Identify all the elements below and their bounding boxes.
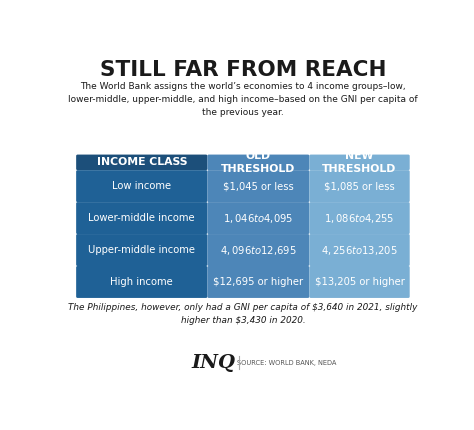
Text: Lower-middle income: Lower-middle income (89, 213, 195, 223)
FancyBboxPatch shape (310, 234, 410, 266)
FancyBboxPatch shape (310, 170, 410, 202)
FancyBboxPatch shape (207, 234, 310, 266)
Text: Low income: Low income (112, 181, 171, 191)
Text: High income: High income (110, 277, 173, 287)
Text: NEW
THRESHOLD: NEW THRESHOLD (322, 151, 397, 174)
Text: INCOME CLASS: INCOME CLASS (97, 157, 187, 167)
Text: Upper-middle income: Upper-middle income (88, 245, 195, 255)
FancyBboxPatch shape (76, 266, 207, 298)
Text: $1,045 or less: $1,045 or less (223, 181, 294, 191)
FancyBboxPatch shape (76, 154, 207, 170)
FancyBboxPatch shape (76, 170, 207, 202)
Text: OLD
THRESHOLD: OLD THRESHOLD (221, 151, 295, 174)
Text: $4,256 to $13,205: $4,256 to $13,205 (321, 243, 398, 257)
Text: $4,096 to $12,695: $4,096 to $12,695 (220, 243, 297, 257)
Text: $12,695 or higher: $12,695 or higher (213, 277, 303, 287)
FancyBboxPatch shape (76, 234, 207, 266)
Text: $1,086 to $4,255: $1,086 to $4,255 (324, 212, 395, 224)
FancyBboxPatch shape (207, 202, 310, 234)
FancyBboxPatch shape (76, 202, 207, 234)
FancyBboxPatch shape (310, 266, 410, 298)
FancyBboxPatch shape (310, 154, 410, 170)
Text: The Philippines, however, only had a GNI per capita of $3,640 in 2021, slightly
: The Philippines, however, only had a GNI… (68, 303, 418, 325)
Text: $13,205 or higher: $13,205 or higher (315, 277, 404, 287)
FancyBboxPatch shape (207, 170, 310, 202)
Text: $1,085 or less: $1,085 or less (324, 181, 395, 191)
Text: SOURCE: WORLD BANK, NEDA: SOURCE: WORLD BANK, NEDA (237, 360, 337, 366)
Text: INQ: INQ (191, 354, 236, 372)
FancyBboxPatch shape (207, 154, 310, 170)
Text: $1,046 to $4,095: $1,046 to $4,095 (223, 212, 293, 224)
Text: The World Bank assigns the world’s economies to 4 income groups–low,
lower-middl: The World Bank assigns the world’s econo… (68, 82, 418, 117)
FancyBboxPatch shape (207, 266, 310, 298)
Text: STILL FAR FROM REACH: STILL FAR FROM REACH (100, 60, 386, 80)
FancyBboxPatch shape (310, 202, 410, 234)
